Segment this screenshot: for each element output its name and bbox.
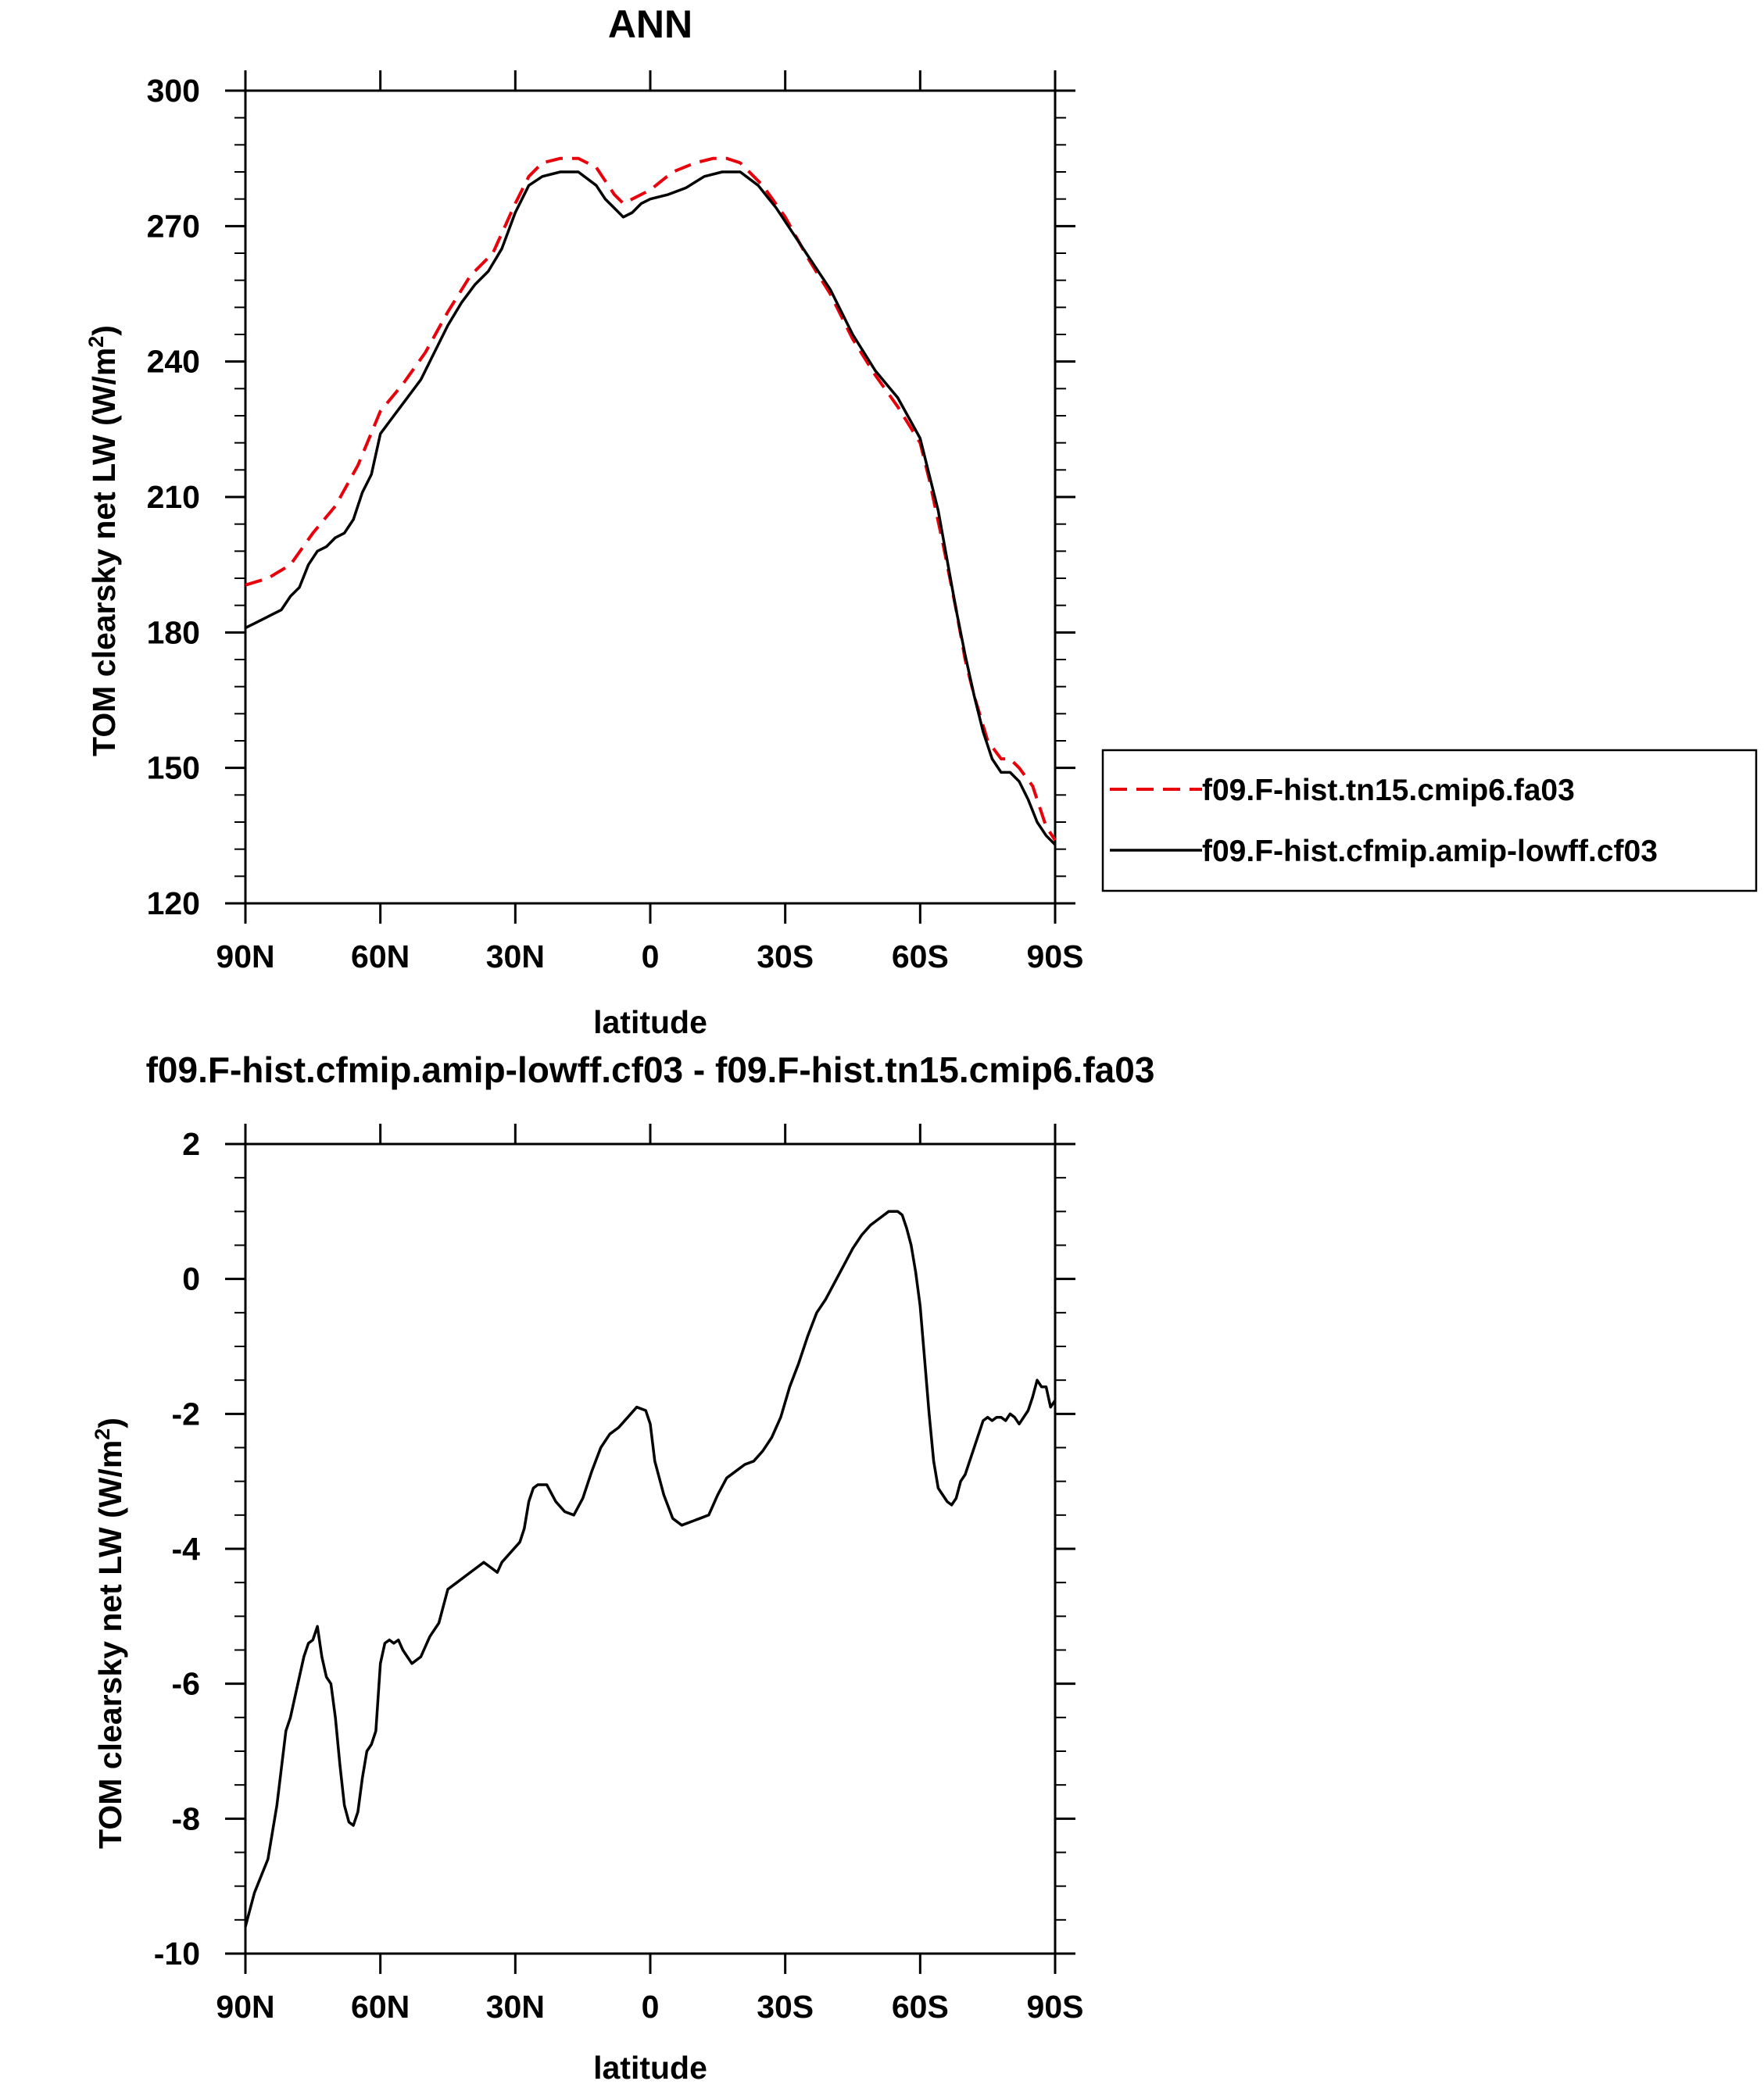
bottom-chart-title: f09.F-hist.cfmip.amip-lowff.cf03 - f09.F… bbox=[146, 1049, 1155, 1090]
bottom-x-tick-label: 90N bbox=[216, 1989, 274, 2025]
top-y-tick-label: 240 bbox=[147, 344, 200, 380]
top-x-tick-label: 60S bbox=[892, 939, 949, 974]
bottom-x-axis-label: latitude bbox=[593, 2050, 707, 2086]
top-y-tick-label: 180 bbox=[147, 614, 200, 650]
top-series-line-1 bbox=[245, 170, 1057, 846]
top-y-axis-label: TOM clearsky net LW (W/m2) bbox=[84, 325, 122, 756]
bottom-x-tick-label: 30S bbox=[757, 1989, 814, 2025]
legend-label-0: f09.F-hist.tn15.cmip6.fa03 bbox=[1202, 774, 1575, 807]
top-x-tick-label: 60N bbox=[351, 939, 410, 974]
bottom-y-tick-label: -10 bbox=[154, 1936, 200, 1972]
legend-label-1: f09.F-hist.cfmip.amip-lowff.cf03 bbox=[1202, 835, 1658, 868]
top-x-tick-label: 30S bbox=[757, 939, 814, 974]
bottom-y-tick-label: -8 bbox=[172, 1800, 200, 1836]
bottom-y-tick-label: -2 bbox=[172, 1396, 200, 1432]
top-y-tick-label: 210 bbox=[147, 479, 200, 515]
bottom-x-tick-label: 60S bbox=[892, 1989, 949, 2025]
top-y-tick-label: 120 bbox=[147, 885, 200, 921]
top-x-axis-label: latitude bbox=[593, 1004, 707, 1040]
bottom-y-axis-label-sup: 2 bbox=[91, 1428, 114, 1440]
bottom-x-tick-label: 60N bbox=[351, 1989, 410, 2025]
top-y-tick-label: 300 bbox=[147, 73, 200, 109]
bottom-y-axis-label-main: TOM clearsky net LW (W/m bbox=[92, 1440, 128, 1849]
bottom-y-axis-label-end: ) bbox=[92, 1418, 128, 1428]
top-chart-title: ANN bbox=[608, 2, 692, 46]
bottom-x-tick-label: 90S bbox=[1027, 1989, 1084, 2025]
top-series-line-0 bbox=[245, 156, 1057, 842]
bottom-plot-frame bbox=[244, 1142, 1057, 1955]
top-y-axis-label-end: ) bbox=[86, 325, 122, 336]
top-y-axis-label-sup: 2 bbox=[84, 336, 108, 348]
bottom-y-tick-label: 2 bbox=[182, 1126, 200, 1162]
top-y-axis-label-main: TOM clearsky net LW (W/m bbox=[86, 348, 122, 756]
top-y-tick-label: 150 bbox=[147, 750, 200, 786]
bottom-y-tick-label: 0 bbox=[182, 1261, 200, 1297]
top-x-tick-label: 30N bbox=[486, 939, 545, 974]
bottom-y-axis-label: TOM clearsky net LW (W/m2) bbox=[91, 1418, 128, 1849]
bottom-x-tick-label: 0 bbox=[642, 1989, 660, 2025]
bottom-y-tick-label: -4 bbox=[172, 1531, 201, 1567]
top-y-tick-label: 270 bbox=[147, 208, 200, 244]
bottom-chart: -10 -8 -6 -4 -2 0 2 90N 60N 30N 0 30S 60S 90S bbox=[154, 1124, 1084, 2025]
bottom-series-line-0 bbox=[244, 1210, 1057, 1927]
legend-box bbox=[1101, 749, 1758, 892]
top-x-tick-label: 0 bbox=[642, 939, 660, 974]
legend: f09.F-hist.tn15.cmip6.fa03 f09.F-hist.cf… bbox=[1101, 749, 1758, 892]
bottom-x-tick-label: 30N bbox=[486, 1989, 545, 2025]
top-chart: 120 150 180 210 240 270 300 90N 60N 30N 0 30S 60S 90S bbox=[147, 70, 1084, 974]
top-x-tick-label: 90N bbox=[216, 939, 274, 974]
bottom-y-tick-label: -6 bbox=[172, 1666, 200, 1702]
top-x-tick-label: 90S bbox=[1027, 939, 1084, 974]
